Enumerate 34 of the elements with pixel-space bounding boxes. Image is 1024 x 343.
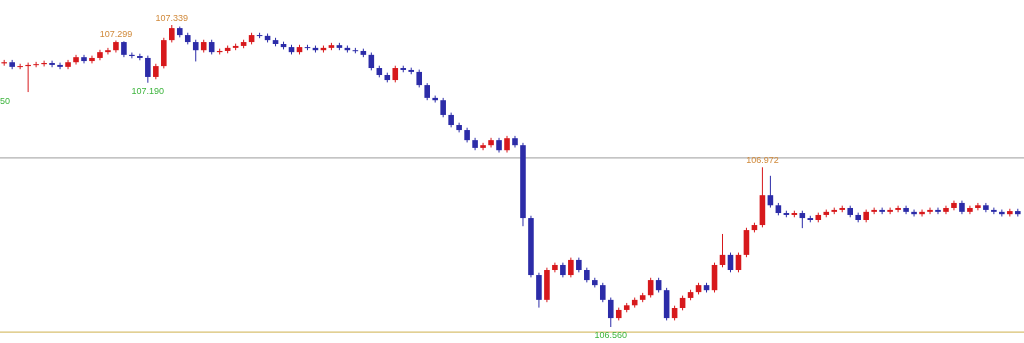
candlestick	[73, 54, 79, 66]
candlestick	[57, 62, 63, 70]
candlestick	[440, 97, 446, 118]
candlestick	[927, 207, 933, 215]
candlestick	[25, 62, 31, 93]
candlestick	[145, 55, 151, 84]
annotation: 50	[0, 96, 11, 106]
candlestick	[41, 60, 47, 67]
candlestick	[887, 207, 893, 215]
candlestick	[488, 137, 494, 149]
candlestick	[89, 55, 95, 64]
annotation: 107.339	[155, 13, 189, 23]
annotation: 106.560	[594, 330, 628, 340]
candlestick	[192, 39, 199, 62]
candlestick	[49, 60, 55, 68]
candlestick	[911, 209, 917, 218]
candlestick	[935, 207, 941, 215]
candlestick	[599, 282, 606, 303]
candlestick	[607, 297, 614, 328]
candlestick	[879, 207, 885, 215]
candlestick	[568, 257, 574, 278]
annotation: 106.972	[746, 155, 779, 166]
candlestick	[871, 207, 877, 215]
candlestick	[129, 52, 135, 59]
annotation: 107.299	[99, 28, 133, 39]
candlestick	[480, 142, 486, 151]
candlestick	[33, 61, 39, 68]
candlestick	[919, 209, 925, 218]
candlestick	[895, 205, 901, 213]
annotation: 107.190	[131, 85, 165, 96]
candlestick	[137, 53, 143, 61]
candlestick	[991, 207, 997, 215]
candlestick	[105, 47, 111, 55]
candlestick	[975, 202, 981, 211]
